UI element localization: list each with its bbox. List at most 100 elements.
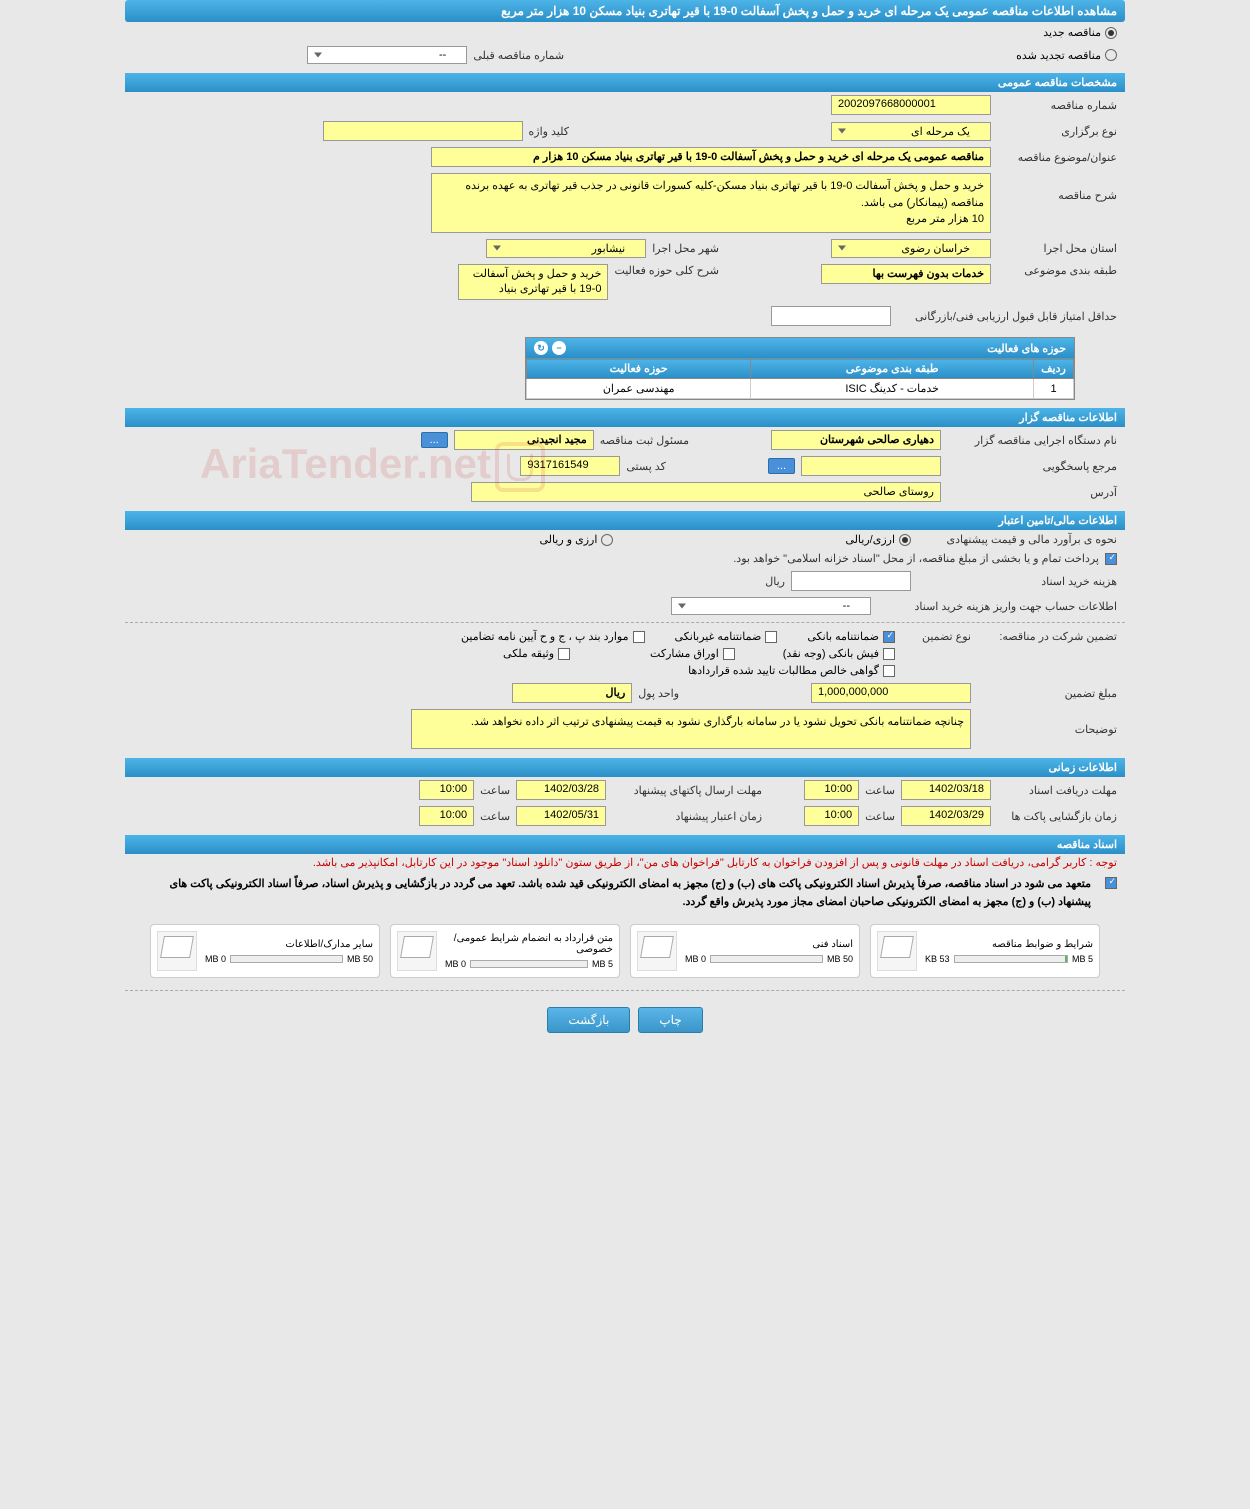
validity-time[interactable]: 10:00 [419,806,474,826]
receive-date[interactable]: 1402/03/18 [901,780,991,800]
address-label: آدرس [947,486,1117,499]
city-select[interactable]: نیشابور [486,239,646,258]
subject-field[interactable]: مناقصه عمومی یک مرحله ای خرید و حمل و پخ… [431,147,991,167]
province-label: استان محل اجرا [997,242,1117,255]
open-date[interactable]: 1402/03/29 [901,806,991,826]
col-activity: حوزه فعالیت [527,359,751,379]
submit-date[interactable]: 1402/03/28 [516,780,606,800]
open-time[interactable]: 10:00 [804,806,859,826]
radio-rial[interactable]: ارزی/ریالی [845,533,911,546]
tender-no-label: شماره مناقصه [997,99,1117,112]
receive-time[interactable]: 10:00 [804,780,859,800]
estimate-method-label: نحوه ی برآورد مالی و قیمت پیشنهادی [917,533,1117,546]
radio-new-label: مناقصه جدید [1043,26,1101,39]
doc-item-other[interactable]: سایر مدارک/اطلاعات 50 MB 0 MB [150,924,380,978]
validity-date[interactable]: 1402/05/31 [516,806,606,826]
submit-label: مهلت ارسال پاکتهای پیشنهاد [612,784,762,797]
activity-desc-label: شرح کلی حوزه فعالیت [614,264,719,277]
reg-officer-lookup-button[interactable]: ... [421,432,448,448]
page-title: مشاهده اطلاعات مناقصه عمومی یک مرحله ای … [125,0,1125,22]
open-label: زمان بازگشایی پاکت ها [997,810,1117,823]
reg-officer-field: مجید انجیدنی [454,430,594,450]
category-label: طبقه بندی موضوعی [997,264,1117,277]
cb-clauses[interactable] [633,631,645,643]
folder-icon [877,931,917,971]
hold-type-select[interactable]: یک مرحله ای [831,122,991,141]
province-select[interactable]: خراسان رضوی [831,239,991,258]
doc-item-technical[interactable]: اسناد فنی 50 MB 0 MB [630,924,860,978]
address-field[interactable]: روستای صالحی [471,482,941,502]
tender-no-field: 2002097668000001 [831,95,991,115]
receive-label: مهلت دریافت اسناد [997,784,1117,797]
cb-cash[interactable] [883,648,895,660]
section-general: مشخصات مناقصه عمومی [125,73,1125,92]
col-row: ردیف [1034,359,1074,379]
time-label-1: ساعت [865,784,895,797]
radio-renewed-tender[interactable]: مناقصه تجدید شده [1016,49,1117,62]
postal-field[interactable]: 9317161549 [520,456,620,476]
radio-new-tender[interactable]: مناقصه جدید [1043,26,1117,39]
time-label-4: ساعت [480,810,510,823]
table-row: 1 خدمات - کدینگ ISIC مهندسی عمران [527,379,1074,399]
purchase-cost-field[interactable] [791,571,911,591]
account-select[interactable]: -- [671,597,871,615]
cb-bonds[interactable] [723,648,735,660]
prev-number-select[interactable]: -- [307,46,467,64]
notes-field[interactable]: چنانچه ضمانتنامه بانکی تحویل نشود یا در … [411,709,971,749]
hold-type-label: نوع برگزاری [997,125,1117,138]
cb-nonbank[interactable] [765,631,777,643]
guarantee-type-label: نوع تضمین [901,630,971,643]
contact-field[interactable] [801,456,941,476]
doc-item-terms[interactable]: شرایط و ضوابط مناقصه 5 MB 53 KB [870,924,1100,978]
submit-time[interactable]: 10:00 [419,780,474,800]
doc-item-contract[interactable]: متن قرارداد به انضمام شرایط عمومی/خصوصی … [390,924,620,978]
exec-field: دهیاری صالحی شهرستان [771,430,941,450]
desc-label: شرح مناقصه [997,173,1117,202]
col-category: طبقه بندی موضوعی [751,359,1034,379]
cb-bank[interactable] [883,631,895,643]
folder-icon [637,931,677,971]
min-score-field[interactable] [771,306,891,326]
subject-label: عنوان/موضوع مناقصه [997,151,1117,164]
keyword-label: کلید واژه [529,125,569,138]
print-button[interactable]: چاپ [638,1007,702,1033]
section-documents: اسناد مناقصه [125,835,1125,854]
treasury-checkbox[interactable] [1105,553,1117,565]
exec-label: نام دستگاه اجرایی مناقصه گزار [947,434,1117,447]
amount-field[interactable]: 1,000,000,000 [811,683,971,703]
radio-renewed-label: مناقصه تجدید شده [1016,49,1101,62]
documents-notice: توجه : کاربر گرامی، دریافت اسناد در مهلت… [125,854,1125,871]
currency-field: ریال [512,683,632,703]
commit-checkbox[interactable] [1105,877,1117,889]
cb-property[interactable] [558,648,570,660]
back-button[interactable]: بازگشت [547,1007,630,1033]
account-label: اطلاعات حساب جهت واریز هزینه خرید اسناد [877,600,1117,613]
time-label-3: ساعت [865,810,895,823]
contact-label: مرجع پاسخگویی [947,460,1117,473]
collapse-icon[interactable]: − [552,341,566,355]
section-organizer: اطلاعات مناقصه گزار [125,408,1125,427]
radio-currency[interactable]: ارزی و ریالی [539,533,613,546]
commit-text: متعهد می شود در اسناد مناقصه، صرفاً پذیر… [133,874,1099,913]
keyword-field[interactable] [323,121,523,141]
activities-table: ردیف طبقه بندی موضوعی حوزه فعالیت 1 خدما… [526,358,1074,399]
contact-lookup-button[interactable]: ... [768,458,795,474]
validity-label: زمان اعتبار پیشنهاد [612,810,762,823]
city-label: شهر محل اجرا [652,242,719,255]
min-score-label: حداقل امتیاز قابل قبول ارزیابی فنی/بازرگ… [897,310,1117,323]
refresh-icon[interactable]: ↻ [534,341,548,355]
notes-label: توضیحات [977,709,1117,736]
section-timing: اطلاعات زمانی [125,758,1125,777]
prev-number-label: شماره مناقصه قبلی [473,49,564,62]
time-label-2: ساعت [480,784,510,797]
cb-claims[interactable] [883,665,895,677]
desc-field[interactable]: خرید و حمل و پخش آسفالت 0-19 با قیر تهات… [431,173,991,233]
reg-officer-label: مسئول ثبت مناقصه [600,434,689,447]
postal-label: کد پستی [626,460,665,473]
folder-icon [397,931,437,971]
rial-unit: ریال [765,575,785,588]
category-field: خدمات بدون فهرست بها [821,264,991,284]
activity-desc-field: خرید و حمل و پخش آسفالت 0-19 با قیر تهات… [458,264,608,301]
guarantee-label: تضمین شرکت در مناقصه: [977,630,1117,643]
folder-icon [157,931,197,971]
